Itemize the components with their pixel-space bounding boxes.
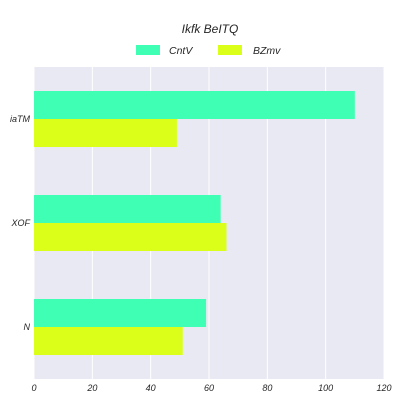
- bar-CntV-N: [34, 299, 207, 327]
- y-axis-tick-labels: iaTM XOF N: [10, 114, 31, 332]
- x-axis-tick-labels: 0 20 40 60 80 100 120: [31, 383, 391, 393]
- y-tick-label: XOF: [10, 218, 30, 228]
- x-tick-label: 0: [31, 383, 36, 393]
- bar-BZmv-XOF: [34, 223, 227, 251]
- legend-label-series-2: BZmv: [253, 45, 281, 57]
- x-tick-label: 120: [376, 383, 391, 393]
- x-tick-label: 80: [262, 383, 272, 393]
- bar-CntV-XOF: [34, 195, 221, 223]
- x-tick-label: 20: [86, 383, 97, 393]
- x-tick-label: 100: [318, 383, 333, 393]
- bars: [34, 91, 355, 355]
- legend-label-series-1: CntV: [169, 45, 193, 57]
- bar-BZmv-iaTM: [34, 119, 177, 147]
- bar-BZmv-N: [34, 327, 183, 355]
- y-tick-label: iaTM: [10, 114, 31, 124]
- legend: CntV BZmv: [136, 45, 281, 57]
- legend-swatch-series-2: [218, 45, 242, 55]
- x-tick-label: 60: [204, 383, 214, 393]
- y-tick-label: N: [24, 322, 31, 332]
- x-tick-label: 40: [146, 383, 156, 393]
- legend-swatch-series-1: [136, 45, 160, 55]
- chart-title: Ikfk BeITQ: [182, 22, 239, 36]
- bar-CntV-iaTM: [34, 91, 355, 119]
